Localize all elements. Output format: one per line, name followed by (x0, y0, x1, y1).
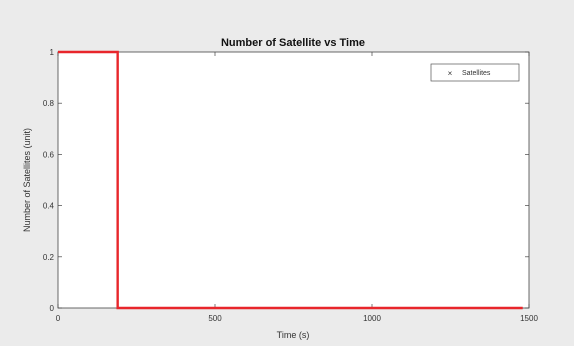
y-tick-labels: 0 0.2 0.4 0.6 0.8 1 (43, 48, 55, 313)
y-tick-label: 1 (50, 48, 55, 57)
y-axis-label: Number of Satellites (unit) (22, 128, 32, 232)
x-tick-label: 1500 (520, 314, 538, 323)
y-tick-label: 0 (50, 304, 55, 313)
x-tick-label: 0 (56, 314, 61, 323)
y-tick-label: 0.2 (43, 253, 55, 262)
x-axis-label: Time (s) (277, 330, 310, 340)
y-tick-label: 0.8 (43, 99, 55, 108)
legend: × Satellites (430, 63, 520, 82)
series-layer (58, 50, 523, 310)
x-tick-label: 500 (208, 314, 222, 323)
legend-series-label: Satellites (462, 70, 491, 77)
x-tick-label: 1000 (363, 314, 381, 323)
y-tick-label: 0.4 (43, 202, 55, 211)
chart-title: Number of Satellite vs Time (221, 37, 365, 49)
legend-box (430, 63, 520, 82)
plot-area (57, 51, 530, 309)
x-tick-labels: 0 500 1000 1500 (56, 314, 539, 323)
y-tick-label: 0.6 (43, 150, 55, 159)
legend-marker-icon: × (448, 69, 453, 78)
series-line-satellites (58, 50, 523, 310)
